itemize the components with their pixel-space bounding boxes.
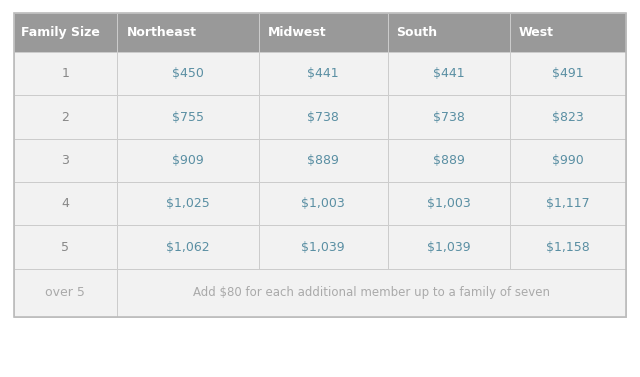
- Text: $738: $738: [433, 110, 465, 124]
- Bar: [14, 269, 116, 317]
- Text: $990: $990: [552, 154, 584, 167]
- Bar: [510, 139, 626, 182]
- Bar: [388, 13, 510, 52]
- Text: $823: $823: [552, 110, 584, 124]
- Text: Add $80 for each additional member up to a family of seven: Add $80 for each additional member up to…: [193, 287, 550, 299]
- Text: 3: 3: [61, 154, 69, 167]
- Text: $450: $450: [172, 67, 204, 80]
- Bar: [259, 13, 388, 52]
- Bar: [259, 182, 388, 225]
- Bar: [116, 52, 259, 95]
- Bar: [510, 225, 626, 269]
- Bar: [116, 225, 259, 269]
- Text: $1,158: $1,158: [546, 241, 590, 254]
- Bar: [259, 139, 388, 182]
- Bar: [14, 139, 116, 182]
- Text: 4: 4: [61, 197, 69, 210]
- Text: Family Size: Family Size: [21, 26, 100, 39]
- Text: $441: $441: [433, 67, 465, 80]
- Text: South: South: [396, 26, 438, 39]
- Bar: [510, 95, 626, 139]
- Bar: [388, 225, 510, 269]
- Bar: [14, 52, 116, 95]
- Text: $1,003: $1,003: [427, 197, 471, 210]
- Bar: [388, 139, 510, 182]
- Bar: [388, 52, 510, 95]
- Bar: [14, 182, 116, 225]
- Bar: [14, 13, 626, 317]
- Bar: [259, 225, 388, 269]
- Text: $1,025: $1,025: [166, 197, 209, 210]
- Bar: [116, 95, 259, 139]
- Text: $1,117: $1,117: [546, 197, 590, 210]
- Text: West: West: [518, 26, 553, 39]
- Text: $889: $889: [307, 154, 339, 167]
- Bar: [116, 182, 259, 225]
- Bar: [510, 182, 626, 225]
- Bar: [116, 13, 259, 52]
- Text: $738: $738: [307, 110, 339, 124]
- Bar: [259, 52, 388, 95]
- Text: $1,039: $1,039: [427, 241, 471, 254]
- Bar: [388, 182, 510, 225]
- Bar: [14, 225, 116, 269]
- Text: Midwest: Midwest: [268, 26, 326, 39]
- Text: $491: $491: [552, 67, 584, 80]
- Bar: [116, 269, 626, 317]
- Bar: [388, 95, 510, 139]
- Text: Northeast: Northeast: [127, 26, 196, 39]
- Text: $755: $755: [172, 110, 204, 124]
- Bar: [14, 95, 116, 139]
- Bar: [14, 13, 116, 52]
- Text: $909: $909: [172, 154, 204, 167]
- Bar: [259, 95, 388, 139]
- Text: 5: 5: [61, 241, 69, 254]
- Text: $441: $441: [307, 67, 339, 80]
- Bar: [510, 13, 626, 52]
- Text: over 5: over 5: [45, 287, 85, 299]
- Bar: [116, 139, 259, 182]
- Text: $889: $889: [433, 154, 465, 167]
- Text: 1: 1: [61, 67, 69, 80]
- Text: $1,003: $1,003: [301, 197, 345, 210]
- Text: $1,062: $1,062: [166, 241, 209, 254]
- Text: 2: 2: [61, 110, 69, 124]
- Text: $1,039: $1,039: [301, 241, 345, 254]
- Bar: [510, 52, 626, 95]
